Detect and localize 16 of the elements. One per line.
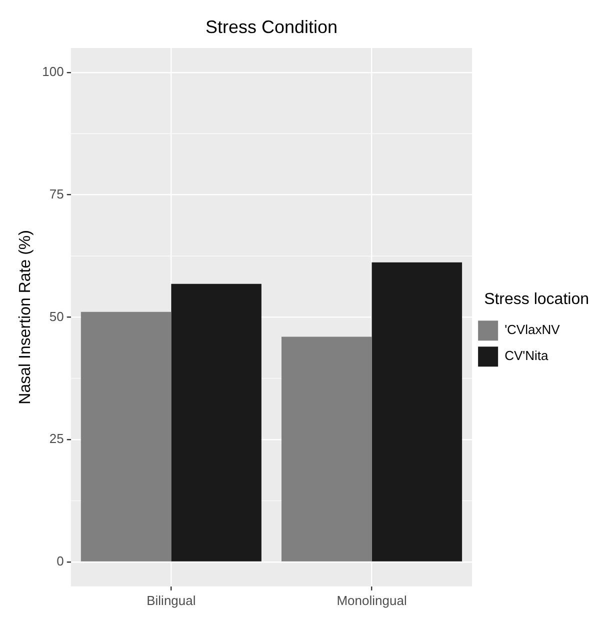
legend-label: CV'Nita [504, 348, 549, 364]
y-axis-title: Nasal Insertion Rate (%) [17, 230, 34, 404]
y-tick-label: 75 [49, 186, 64, 202]
bar [171, 284, 262, 562]
bar [80, 312, 172, 562]
x-tick-label: Monolingual [336, 592, 407, 608]
legend-title: Stress location [484, 290, 589, 308]
legend-label: 'CVlaxNV [504, 322, 560, 338]
bar [372, 262, 462, 562]
chart-title: Stress Condition [205, 16, 338, 37]
y-tick-label: 25 [49, 431, 64, 446]
y-tick-label: 50 [49, 308, 64, 324]
bar [282, 336, 372, 562]
x-tick-label: Bilingual [146, 592, 196, 608]
y-tick-label: 100 [42, 64, 64, 80]
y-tick-label: 0 [56, 554, 64, 569]
